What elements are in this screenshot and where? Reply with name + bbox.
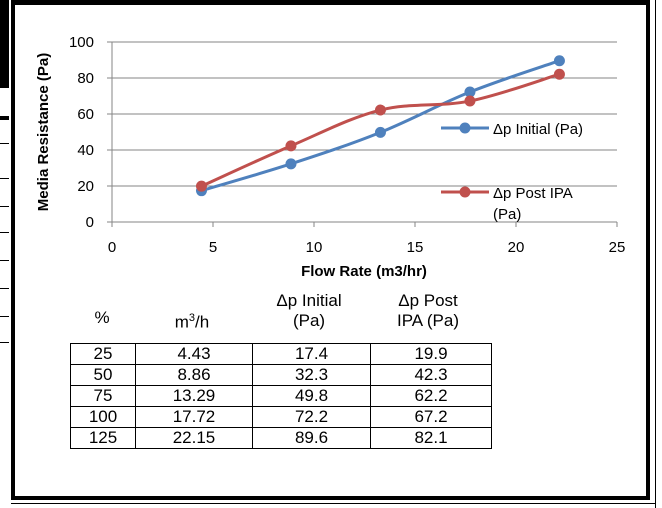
edge-rule xyxy=(0,232,9,233)
cell-initial: 72.2 xyxy=(252,406,371,428)
cell-percent: 100 xyxy=(70,406,136,428)
x-tick-label: 10 xyxy=(306,239,323,256)
chart-axes: 0 20 40 60 80 100 0 5 10 15 20 25 xyxy=(69,34,625,256)
edge-rule xyxy=(0,143,9,144)
data-point xyxy=(464,86,476,98)
header-post-line1: Δp Post xyxy=(398,291,458,310)
edge-dark-block xyxy=(0,116,9,120)
panel-outer-edge xyxy=(11,503,656,504)
edge-rule xyxy=(0,178,9,179)
cell-percent: 25 xyxy=(70,343,136,365)
data-point xyxy=(374,126,386,138)
y-tick-label: 60 xyxy=(77,106,94,123)
header-post: Δp Post IPA (Pa) xyxy=(368,291,488,331)
chart-legend: Δp Initial (Pa) Δp Post IPA (Pa) xyxy=(441,121,583,223)
y-tick-label: 20 xyxy=(77,178,94,195)
edge-rule xyxy=(0,260,9,261)
x-tick-label: 5 xyxy=(209,239,217,256)
y-axis-title: Media Resistance (Pa) xyxy=(35,53,52,211)
chart-series xyxy=(195,55,565,197)
x-axis-title: Flow Rate (m3/hr) xyxy=(301,263,427,280)
data-table: 25 4.43 17.4 19.9 50 8.86 32.3 42.3 75 1… xyxy=(70,343,492,449)
edge-rule xyxy=(0,316,9,317)
header-flow-base: m xyxy=(174,312,189,332)
cell-post: 42.3 xyxy=(370,364,492,386)
cell-flow: 17.72 xyxy=(135,406,253,428)
cell-flow: 8.86 xyxy=(135,364,253,386)
x-tick-label: 25 xyxy=(609,239,626,256)
header-initial-line1: Δp Initial xyxy=(276,291,342,310)
cell-initial: 49.8 xyxy=(252,385,371,407)
edge-rule xyxy=(0,288,9,289)
edge-dark-block xyxy=(0,0,9,88)
data-point xyxy=(285,140,297,152)
cell-flow: 13.29 xyxy=(135,385,253,407)
cell-post: 62.2 xyxy=(370,385,492,407)
panel-outer-edge xyxy=(655,0,656,508)
cell-initial: 17.4 xyxy=(252,343,371,365)
y-tick-label: 40 xyxy=(77,142,94,159)
cell-post: 19.9 xyxy=(370,343,492,365)
cell-post: 67.2 xyxy=(370,406,492,428)
cell-flow: 4.43 xyxy=(135,343,253,365)
cell-percent: 75 xyxy=(70,385,136,407)
y-tick-label: 0 xyxy=(86,214,94,231)
data-point xyxy=(285,158,297,170)
table-row: 50 8.86 32.3 42.3 xyxy=(70,364,492,386)
header-flow-tail: /h xyxy=(195,312,210,332)
table-row: 75 13.29 49.8 62.2 xyxy=(70,385,492,407)
data-point xyxy=(195,180,207,192)
header-flow: m3/h xyxy=(134,308,250,333)
data-point xyxy=(374,104,386,116)
legend-post-label-line1: Δp Post IPA xyxy=(493,185,573,202)
cell-percent: 50 xyxy=(70,364,136,386)
y-tick-label: 80 xyxy=(77,70,94,87)
x-tick-label: 20 xyxy=(508,239,525,256)
data-point xyxy=(464,95,476,107)
header-post-line2: IPA (Pa) xyxy=(396,311,460,330)
header-initial-line2: (Pa) xyxy=(292,311,326,330)
table-header: % m3/h Δp Initial (Pa) Δp Post IPA (Pa) xyxy=(70,288,492,342)
line-chart: 0 20 40 60 80 100 0 5 10 15 20 25 Δp Initial (Pa) Δ… xyxy=(35,34,625,280)
header-percent: % xyxy=(94,308,110,327)
y-tick-label: 100 xyxy=(69,34,94,51)
cell-initial: 32.3 xyxy=(252,364,371,386)
cell-flow: 22.15 xyxy=(135,427,253,449)
legend-initial-marker xyxy=(459,122,471,134)
cell-percent: 125 xyxy=(70,427,136,449)
data-point xyxy=(553,68,565,80)
edge-rule xyxy=(0,206,9,207)
header-flow-sup: 3 xyxy=(188,312,196,324)
header-initial: Δp Initial (Pa) xyxy=(250,291,368,331)
table-row: 100 17.72 72.2 67.2 xyxy=(70,406,492,428)
table-row: 125 22.15 89.6 82.1 xyxy=(70,427,492,449)
legend-initial-label: Δp Initial (Pa) xyxy=(493,121,583,138)
x-tick-label: 0 xyxy=(108,239,116,256)
edge-rule xyxy=(0,342,9,343)
legend-post-label-line2: (Pa) xyxy=(493,206,521,223)
cell-initial: 89.6 xyxy=(252,427,371,449)
table-row: 25 4.43 17.4 19.9 xyxy=(70,343,492,365)
background-page-edge xyxy=(0,0,11,508)
legend-post-marker xyxy=(459,186,471,198)
x-tick-label: 15 xyxy=(407,239,424,256)
cell-post: 82.1 xyxy=(370,427,492,449)
data-point xyxy=(553,55,565,67)
